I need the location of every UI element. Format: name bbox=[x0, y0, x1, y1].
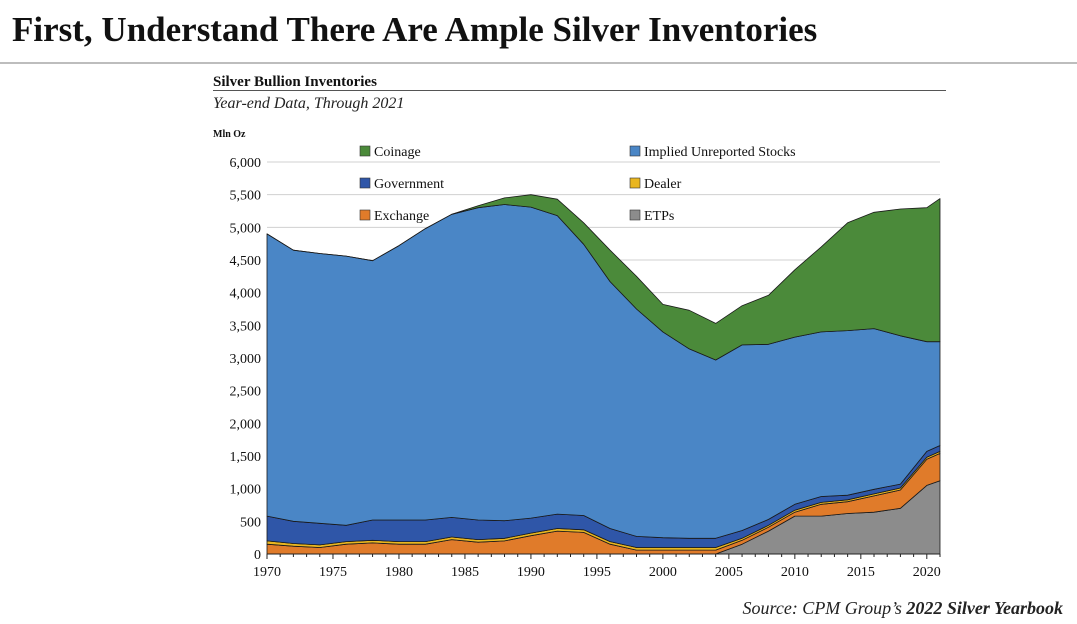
y-tick-label: 1,500 bbox=[230, 450, 262, 465]
y-tick-label: 4,000 bbox=[230, 287, 262, 302]
x-tick-label: 1970 bbox=[253, 565, 281, 580]
y-tick-label: 0 bbox=[254, 548, 261, 563]
y-tick-label: 6,000 bbox=[230, 156, 262, 171]
legend-swatch-dealer bbox=[629, 177, 641, 189]
axes: 0 500 1,000 1,500 2,000 2,500 3,000 3,500 4,000 4… bbox=[230, 156, 941, 580]
source-book: 2022 Silver Yearbook bbox=[906, 598, 1063, 618]
y-tick-label: 3,500 bbox=[230, 319, 262, 334]
legend-label-etps: ETPs bbox=[644, 209, 674, 224]
source-prefix: Source: CPM Group’s bbox=[742, 598, 902, 618]
y-tick-label: 1,000 bbox=[230, 483, 262, 498]
x-tick-label: 2015 bbox=[847, 565, 875, 580]
legend-label-government: Government bbox=[374, 177, 444, 192]
title-divider bbox=[0, 62, 1077, 64]
source-note: Source: CPM Group’s 2022 Silver Yearbook bbox=[743, 598, 1064, 619]
x-tick-label: 1990 bbox=[517, 565, 545, 580]
x-tick-label: 1995 bbox=[583, 565, 611, 580]
legend-swatch-implied-unreported-stocks bbox=[629, 145, 641, 157]
legend-swatch-government bbox=[359, 177, 371, 189]
legend-label-exchange: Exchange bbox=[374, 209, 429, 224]
slide-title: First, Understand There Are Ample Silver… bbox=[12, 10, 818, 49]
y-tick-label: 5,500 bbox=[230, 189, 262, 204]
y-tick-label: 4,500 bbox=[230, 254, 262, 269]
y-tick-label: 2,000 bbox=[230, 417, 262, 432]
legend-swatch-coinage bbox=[359, 145, 371, 157]
x-tick-label: 2005 bbox=[715, 565, 743, 580]
x-tick-label: 2020 bbox=[913, 565, 941, 580]
y-tick-label: 2,500 bbox=[230, 385, 262, 400]
stacked-areas bbox=[266, 194, 941, 555]
x-tick-label: 2010 bbox=[781, 565, 809, 580]
chart-title: Silver Bullion Inventories bbox=[213, 74, 377, 90]
x-tick-label: 1985 bbox=[451, 565, 479, 580]
y-tick-label: 3,000 bbox=[230, 352, 262, 367]
x-tick-label: 1975 bbox=[319, 565, 347, 580]
chart-subtitle: Year-end Data, Through 2021 bbox=[213, 95, 405, 112]
legend-swatch-etps bbox=[629, 209, 641, 221]
x-tick-label: 2000 bbox=[649, 565, 677, 580]
y-tick-label: 500 bbox=[240, 515, 261, 530]
legend: Coinage Implied Unreported Stocks Governme… bbox=[359, 145, 796, 224]
area-coinage bbox=[266, 194, 941, 361]
y-tick-label: 5,000 bbox=[230, 221, 262, 236]
legend-label-implied-unreported-stocks: Implied Unreported Stocks bbox=[644, 145, 796, 160]
x-tick-label: 1980 bbox=[385, 565, 413, 580]
legend-label-coinage: Coinage bbox=[374, 145, 421, 160]
chart-title-underline bbox=[213, 90, 946, 91]
y-axis-unit-label: Mln Oz bbox=[213, 129, 246, 140]
legend-swatch-exchange bbox=[359, 209, 371, 221]
legend-label-dealer: Dealer bbox=[644, 177, 682, 192]
